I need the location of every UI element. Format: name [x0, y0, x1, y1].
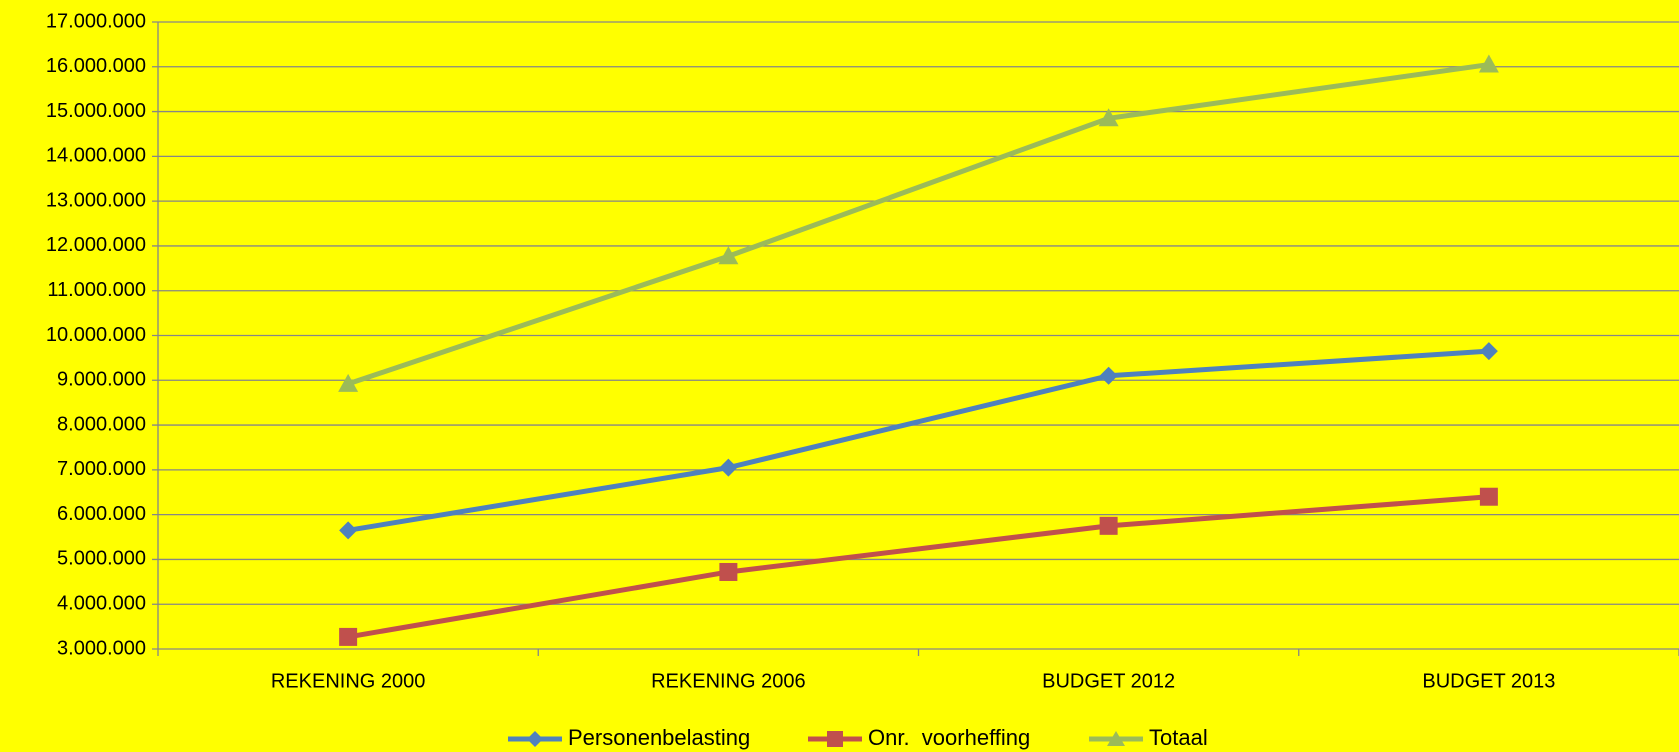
- y-tick-label: 7.000.000: [57, 458, 146, 480]
- marker: [339, 521, 358, 540]
- y-tick-label: 9.000.000: [57, 369, 146, 391]
- y-tick-label: 5.000.000: [57, 548, 146, 570]
- legend-marker: [1107, 731, 1125, 746]
- legend-label: Totaal: [1149, 725, 1208, 750]
- marker: [1479, 342, 1498, 361]
- y-tick-label: 12.000.000: [46, 234, 146, 256]
- y-tick-label: 8.000.000: [57, 413, 146, 435]
- marker: [718, 246, 739, 265]
- x-tick-label: BUDGET 2012: [1042, 670, 1175, 692]
- series-line: [347, 494, 1490, 640]
- y-tick-label: 14.000.000: [46, 145, 146, 167]
- legend-label: Personenbelasting: [568, 725, 750, 750]
- x-tick-label: REKENING 2006: [651, 670, 806, 692]
- marker: [1478, 54, 1499, 73]
- x-tick-label: BUDGET 2013: [1422, 670, 1555, 692]
- y-tick-label: 11.000.000: [47, 279, 146, 301]
- marker: [1098, 108, 1119, 127]
- marker: [1479, 487, 1498, 506]
- series-line: [347, 348, 1490, 533]
- y-tick-label: 3.000.000: [57, 637, 146, 659]
- marker: [339, 627, 358, 646]
- y-tick-label: 6.000.000: [57, 503, 146, 525]
- marker: [1099, 516, 1118, 535]
- marker: [719, 562, 738, 581]
- marker: [719, 458, 738, 477]
- legend-marker: [527, 731, 543, 747]
- y-tick-label: 16.000.000: [46, 55, 146, 77]
- y-tick-label: 10.000.000: [46, 324, 146, 346]
- marker: [338, 373, 359, 392]
- legend-label: Onr. voorheffing: [868, 725, 1030, 750]
- legend-marker: [827, 731, 843, 747]
- marker: [1099, 366, 1118, 385]
- y-tick-label: 15.000.000: [46, 100, 146, 122]
- x-tick-label: REKENING 2000: [271, 670, 426, 692]
- y-tick-label: 17.000.000: [46, 10, 146, 32]
- y-tick-label: 4.000.000: [57, 592, 146, 614]
- y-tick-label: 13.000.000: [46, 189, 146, 211]
- series-line: [347, 62, 1490, 387]
